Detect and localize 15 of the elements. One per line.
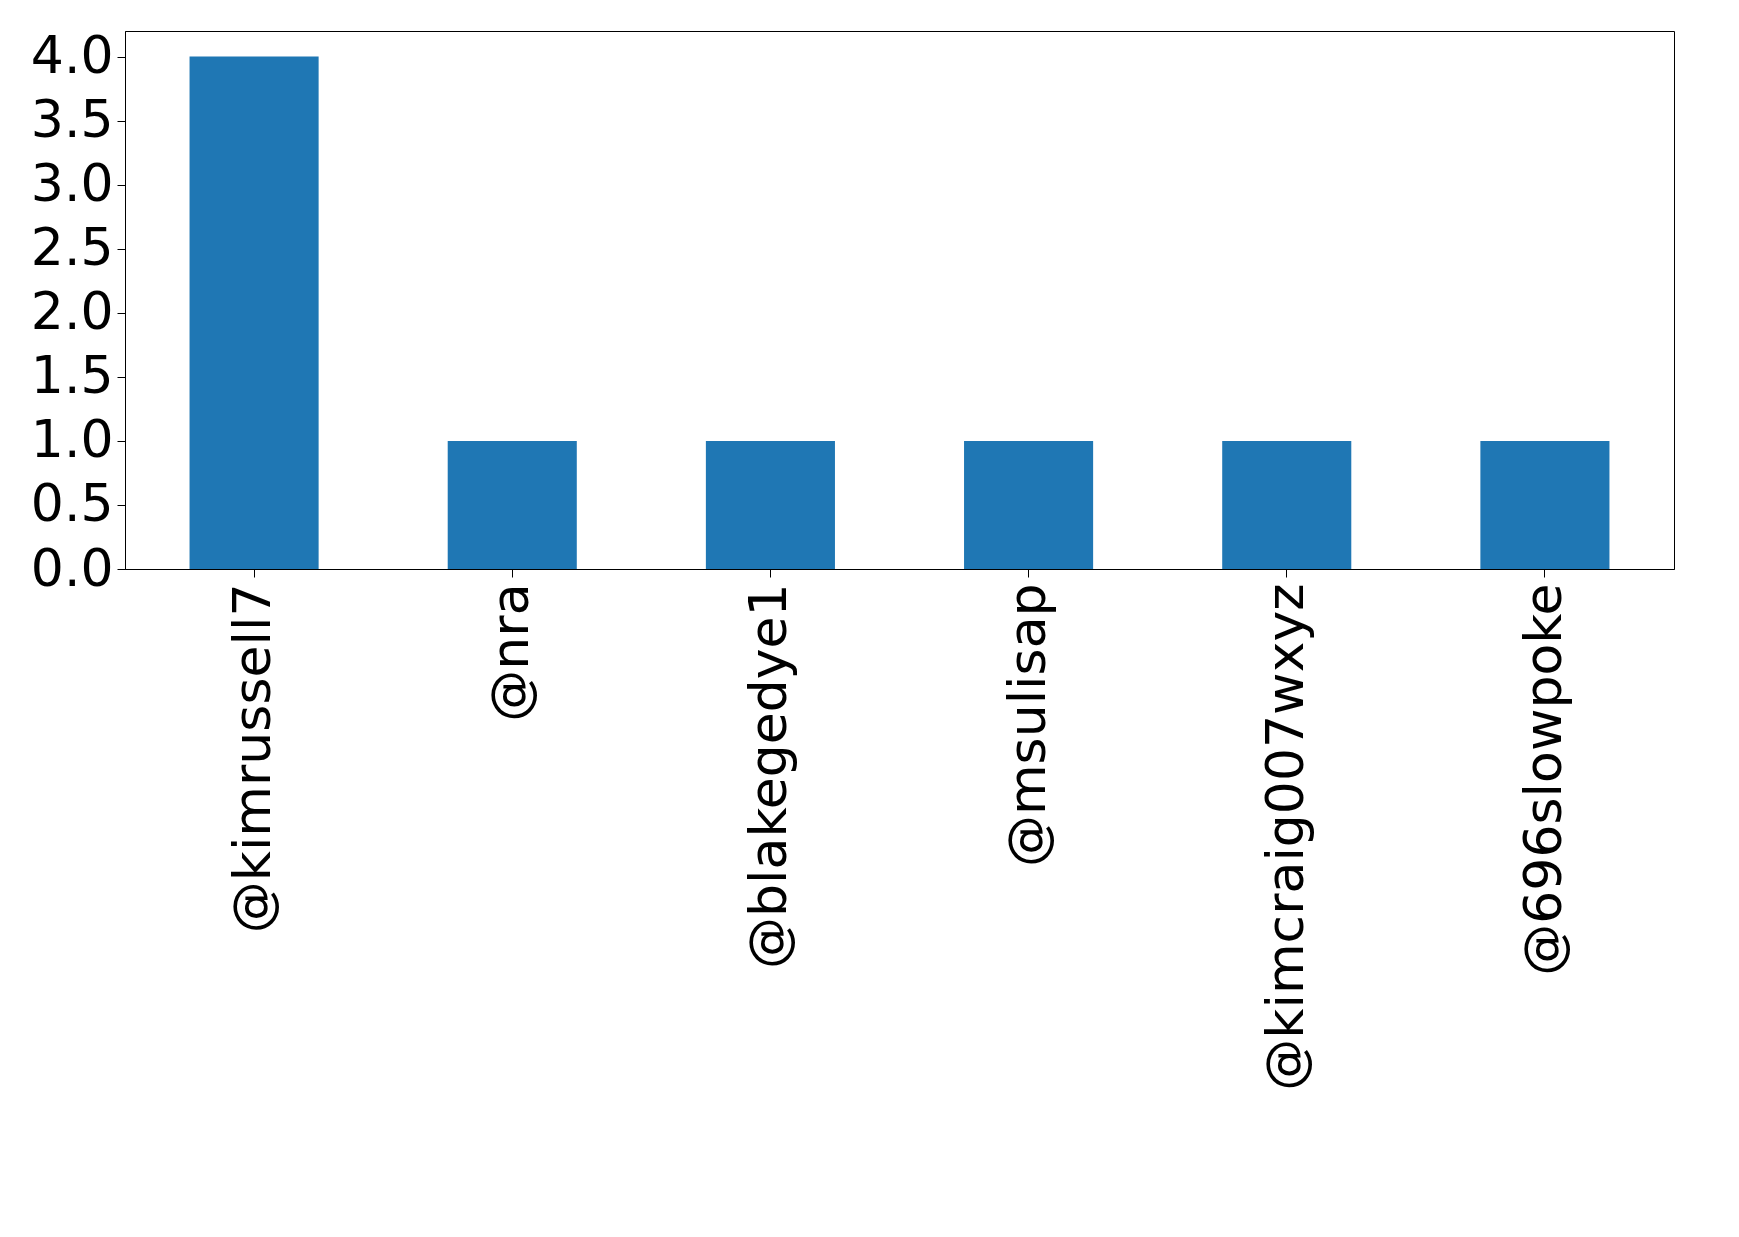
x-tick-label: @kimcraig007wxyz bbox=[1254, 583, 1315, 1091]
y-tick-label: 1.0 bbox=[30, 409, 114, 470]
x-tick-label: @nra bbox=[480, 583, 541, 722]
x-tick-label: @msulisap bbox=[996, 583, 1057, 868]
x-tick-label: @kimrussell7 bbox=[222, 583, 283, 934]
y-tick-label: 4.0 bbox=[30, 25, 114, 86]
y-tick-label: 0.5 bbox=[30, 473, 114, 534]
y-tick-label: 1.5 bbox=[30, 345, 114, 406]
y-tick-label: 3.5 bbox=[30, 89, 114, 150]
y-tick-label: 3.0 bbox=[30, 153, 114, 214]
x-tick-label: @696slowpoke bbox=[1512, 583, 1573, 976]
y-tick-label: 2.0 bbox=[30, 281, 114, 342]
y-tick-label: 0.0 bbox=[30, 537, 114, 598]
x-tick-label: @blakegedye1 bbox=[738, 583, 799, 969]
y-tick-label: 2.5 bbox=[30, 217, 114, 278]
